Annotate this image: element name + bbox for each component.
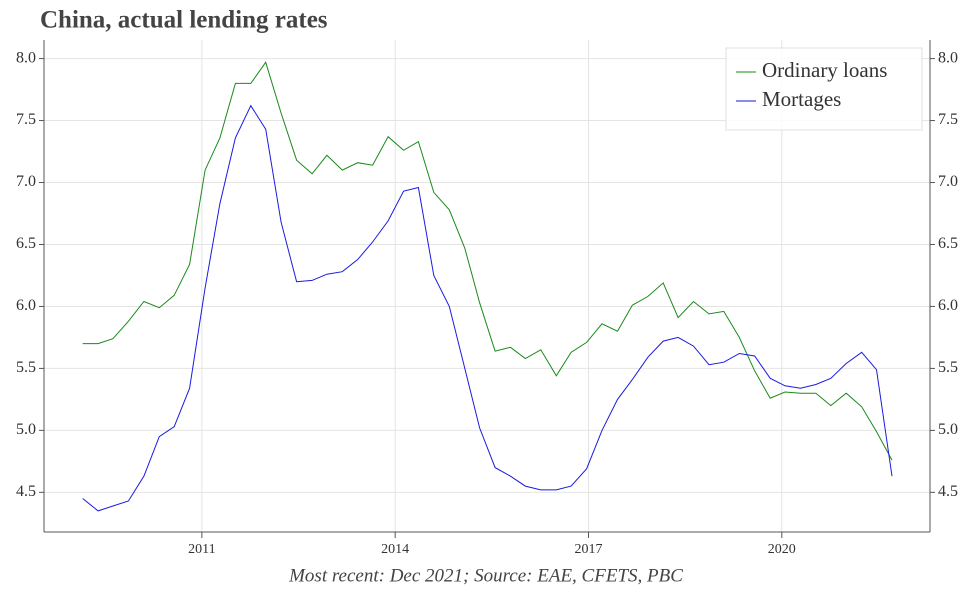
- line-series: [82, 104, 893, 512]
- legend-box: [725, 47, 923, 131]
- footnote: Most recent: Dec 2021; Source: EAE, CFET…: [288, 565, 683, 586]
- y2-tick-label: 8.0: [938, 49, 958, 66]
- y2-tick-label: 7.0: [938, 173, 958, 190]
- y-tick-label: 6.0: [16, 297, 36, 314]
- y2-tick-label: 5.5: [938, 359, 958, 376]
- x-tick-label: 2017: [574, 542, 602, 557]
- y2-tick-label: 7.5: [938, 111, 958, 128]
- y2-tick-label: 5.0: [938, 421, 958, 438]
- y-tick-label: 7.5: [16, 111, 36, 128]
- y-tick-label: 8.0: [16, 49, 36, 66]
- x-tick-label: 2020: [768, 542, 796, 557]
- y-tick-label: 6.5: [16, 235, 36, 252]
- y2-tick-label: 6.5: [938, 235, 958, 252]
- y-tick-label: 5.5: [16, 359, 36, 376]
- line-series: [82, 61, 893, 461]
- y2-tick-label: 4.5: [938, 483, 958, 500]
- legend-label: Mortages: [762, 87, 841, 111]
- y-tick-label: 4.5: [16, 483, 36, 500]
- chart-title: China, actual lending rates: [40, 7, 328, 34]
- y-tick-label: 5.0: [16, 421, 36, 438]
- x-tick-label: 2014: [381, 542, 409, 557]
- x-tick-label: 2011: [188, 542, 215, 557]
- y-tick-label: 7.0: [16, 173, 36, 190]
- legend-label: Ordinary loans: [762, 58, 887, 82]
- y2-tick-label: 6.0: [938, 297, 958, 314]
